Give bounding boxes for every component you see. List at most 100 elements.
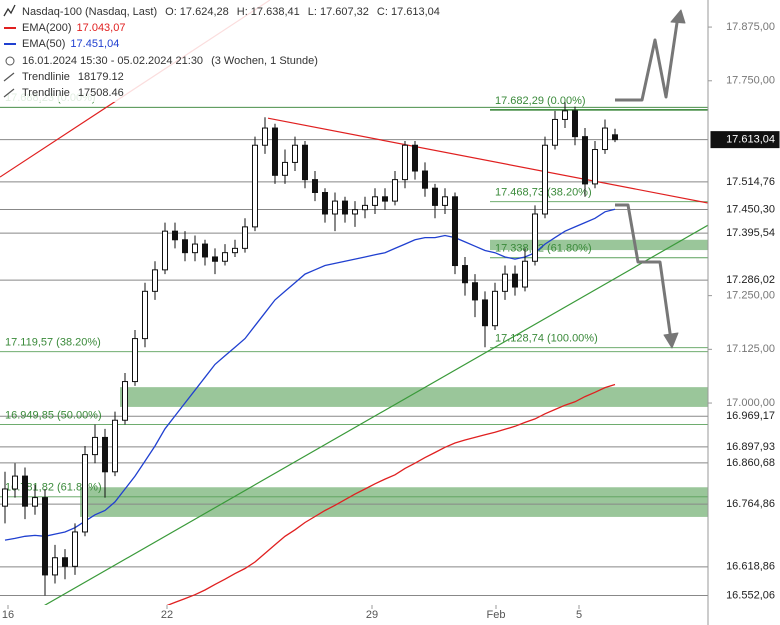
candle-body [572, 110, 578, 138]
fib-label: 17.119,57 (38.20%) [5, 337, 101, 349]
legend-bg [0, 0, 330, 102]
candle-body [12, 475, 18, 490]
legend-entry: EMA(200) 17.043,07 [22, 22, 125, 34]
legend-entry: Trendlinie 17508.46 [22, 87, 124, 99]
arrow-down [615, 203, 673, 341]
candle-body [522, 260, 528, 288]
level-box [710, 587, 780, 605]
ema-line [4, 208, 616, 541]
candle-body [242, 226, 248, 249]
candle-body [62, 557, 68, 567]
candle-body [72, 531, 78, 567]
level-label: 16.860,68 [726, 457, 775, 469]
candle-body [282, 161, 288, 176]
candle-body [472, 282, 478, 301]
candle-body [22, 475, 28, 507]
arrow-head [663, 332, 679, 349]
legend-name: Trendlinie [22, 87, 70, 99]
candle-body [452, 196, 458, 267]
candle-body [462, 265, 468, 284]
fib-label: 17.128,74 (100.00%) [495, 333, 598, 345]
x-tick-label: 5 [576, 609, 582, 621]
legend-value: 17.043,07 [77, 22, 126, 34]
y-tick-label: 17.875,00 [726, 21, 775, 33]
ohlc: C: 17.613,04 [377, 6, 440, 18]
period-text: 16.01.2024 15:30 - 05.02.2024 21:30 [22, 55, 203, 67]
ohlc: O: 17.624,28 [165, 6, 229, 18]
title: Nasdaq-100 (Nasdaq, Last) [22, 6, 157, 18]
x-tick-label: 29 [366, 609, 378, 621]
interval: (3 Wochen, 1 Stunde) [211, 55, 318, 67]
candle-body [502, 273, 508, 292]
level-box [710, 454, 780, 472]
candle-body [252, 144, 258, 228]
candle-body [362, 204, 368, 211]
candle-body [2, 488, 8, 507]
y-tick-label: 17.750,00 [726, 75, 775, 87]
fib-label: 17.338,12 (61.80%) [495, 243, 592, 255]
level-box [710, 173, 780, 191]
candle-body [212, 256, 218, 262]
candle-body [52, 557, 58, 576]
candle-body [372, 196, 378, 206]
level-label: 17.514,76 [726, 176, 775, 188]
arrow-head [670, 9, 686, 24]
candle-body [182, 239, 188, 254]
candle-body [82, 454, 88, 533]
legend-swatch [3, 72, 15, 82]
candle-body [42, 497, 48, 576]
level-label: 16.552,06 [726, 589, 775, 601]
level-label: 17.286,02 [726, 274, 775, 286]
candle-body [312, 179, 318, 193]
ema-line [166, 383, 616, 605]
candle-body [302, 144, 308, 181]
candle-body [132, 338, 138, 383]
candle-body [422, 170, 428, 189]
candle-body [592, 149, 598, 185]
level-label: 16.618,86 [726, 561, 775, 573]
candle-body [582, 136, 588, 185]
x-tick-label: 22 [161, 609, 173, 621]
candle-body [232, 247, 238, 254]
candle-body [92, 436, 98, 456]
legend-entry: Trendlinie 18179.12 [22, 71, 124, 83]
legend-entry: EMA(50) 17.451,04 [22, 38, 119, 50]
level-label: 17.450,30 [726, 203, 775, 215]
y-tick-label: 17.000,00 [726, 397, 775, 409]
level-box [710, 495, 780, 513]
candle-body [322, 192, 328, 215]
legend-value: 17508.46 [78, 87, 124, 99]
candle-body [442, 196, 448, 206]
period: 16.01.2024 15:30 - 05.02.2024 21:30 (3 Wo… [22, 55, 318, 67]
candle-body [342, 200, 348, 215]
legend-name: EMA(200) [22, 22, 72, 34]
legend-swatch [3, 88, 15, 98]
zone [80, 487, 708, 517]
ohlc: H: 17.638,41 [237, 6, 300, 18]
x-tick-label: Feb [487, 609, 506, 621]
level-box [710, 271, 780, 289]
candle-body [202, 243, 208, 258]
candle-body [432, 187, 438, 206]
candle-body [192, 243, 198, 254]
candle-body [482, 299, 488, 327]
clock-icon [5, 56, 15, 66]
y-tick-label: 17.125,00 [726, 343, 775, 355]
legend-icon [3, 4, 16, 17]
candle-body [222, 252, 228, 262]
level-box [710, 407, 780, 425]
scenario-arrows [615, 9, 686, 349]
candle-body [272, 127, 278, 176]
candle-body [512, 273, 518, 288]
candle-body [532, 213, 538, 262]
candle-body [392, 179, 398, 202]
fib-label: 17.682,29 (0.00%) [495, 95, 586, 107]
candle-body [562, 110, 568, 120]
candle-body [142, 290, 148, 340]
candle-body [122, 381, 128, 421]
legend: Nasdaq-100 (Nasdaq, Last) O: 17.624,28 H: … [0, 0, 440, 102]
candle-body [162, 230, 168, 271]
candle-body [602, 127, 608, 151]
candle-body [492, 290, 498, 327]
